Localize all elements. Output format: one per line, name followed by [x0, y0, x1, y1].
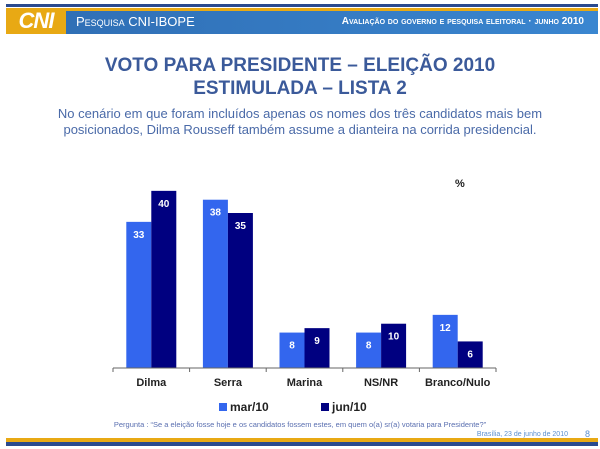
legend-item-jun10: jun/10 [321, 400, 367, 414]
x-tick-label: Branco/Nulo [425, 377, 491, 389]
data-label: 38 [210, 208, 222, 219]
bar-serra-jun10 [227, 213, 253, 368]
x-tick-label: Serra [214, 377, 243, 389]
data-label: 9 [314, 336, 320, 347]
x-tick-label: Marina [287, 377, 323, 389]
header-top-line [6, 4, 598, 7]
footer-gold-line [6, 438, 598, 442]
data-label: 12 [440, 323, 452, 334]
bar-nsnr-mar10 [356, 332, 382, 368]
legend-label-jun10: jun/10 [332, 400, 367, 414]
page-number: 8 [584, 429, 590, 439]
bar-dilma-mar10 [126, 221, 152, 368]
survey-question: Pergunta : “Se a eleição fosse hoje e os… [113, 420, 487, 429]
slide-subtitle: No cenário em que foram incluídos apenas… [57, 106, 543, 137]
bar-marina-mar10 [279, 332, 305, 368]
bar-serra-mar10 [202, 199, 228, 368]
title-line-2: ESTIMULADA – LISTA 2 [193, 78, 407, 99]
bar-marina-jun10 [304, 328, 330, 368]
bar-dilma-jun10 [151, 190, 177, 368]
header-right-title: Avaliação do governo e pesquisa eleitora… [341, 16, 584, 27]
cni-logo: CNI [6, 8, 66, 34]
data-label: 33 [133, 230, 145, 241]
unit-label: % [455, 178, 465, 190]
data-label: 8 [366, 341, 372, 352]
x-tick-label: Dilma [136, 377, 167, 389]
data-label: 8 [289, 341, 295, 352]
slide-title: VOTO PARA PRESIDENTE – ELEIÇÃO 2010 ESTI… [0, 54, 600, 100]
title-line-1: VOTO PARA PRESIDENTE – ELEIÇÃO 2010 [104, 55, 496, 76]
header-left-title: Pesquisa CNI-IBOPE [76, 14, 195, 29]
data-label: 35 [235, 221, 247, 232]
header-gold-line [6, 8, 598, 11]
legend-swatch-jun10 [321, 403, 329, 411]
legend-label-mar10: mar/10 [230, 400, 269, 414]
data-label: 10 [388, 332, 400, 343]
legend-swatch-mar10 [219, 403, 227, 411]
bar-chart: 33 40 Dilma 38 35 Serra 8 9 Marina 8 10 NS/NR 12 6 Bra… [112, 178, 497, 389]
footer-date: Brasília, 23 de junho de 2010 [476, 431, 568, 438]
bar-nsnr-jun10 [381, 323, 407, 368]
bar-branconulo-jun10 [457, 341, 483, 368]
header-bar [6, 10, 598, 34]
data-label: 40 [158, 199, 170, 210]
data-label: 6 [467, 349, 473, 360]
footer-blue-line [6, 442, 598, 446]
bar-branconulo-mar10 [432, 314, 458, 368]
legend-item-mar10: mar/10 [219, 400, 269, 414]
x-tick-label: NS/NR [364, 377, 398, 389]
